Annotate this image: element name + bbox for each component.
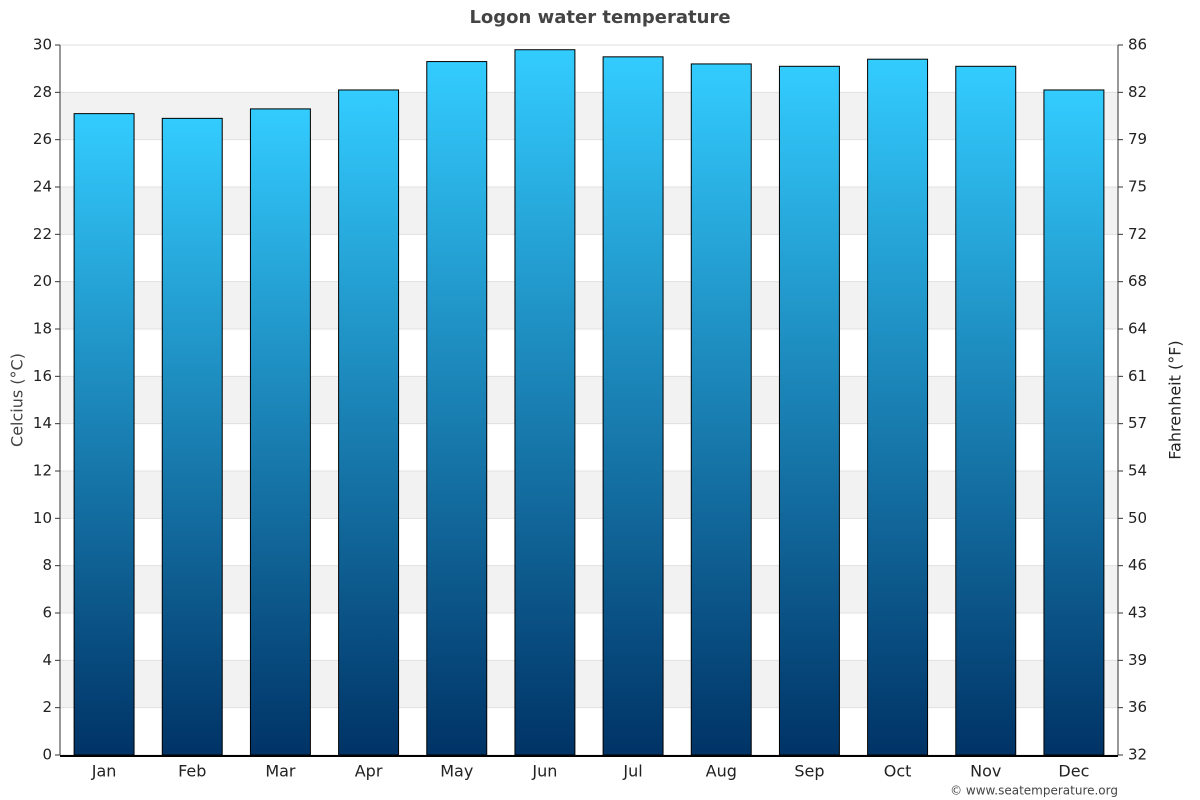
grid-band bbox=[60, 376, 1118, 424]
x-tick-label: Jul bbox=[622, 762, 642, 781]
grid-band bbox=[60, 471, 1118, 519]
credit: © www.seatemperature.org bbox=[950, 784, 1118, 798]
y2-tick-label: 50 bbox=[1128, 509, 1147, 527]
bar bbox=[602, 56, 664, 756]
x-tick-label: Jun bbox=[531, 762, 557, 781]
grid-band bbox=[60, 660, 1118, 708]
grid-band bbox=[60, 565, 1118, 613]
grid-band bbox=[60, 281, 1118, 329]
y-tick-label: 26 bbox=[33, 130, 52, 148]
y2-tick-label: 72 bbox=[1128, 225, 1147, 243]
grid-band bbox=[60, 92, 1118, 140]
y2-tick-label: 79 bbox=[1128, 130, 1147, 148]
y2-axis-label: Fahrenheit (°F) bbox=[1166, 340, 1185, 459]
y-tick-label: 16 bbox=[33, 367, 52, 385]
y2-tick-label: 64 bbox=[1128, 320, 1147, 338]
y-tick-label: 24 bbox=[33, 178, 52, 196]
bar bbox=[514, 49, 576, 756]
grid-band bbox=[60, 187, 1118, 235]
y2-tick-label: 36 bbox=[1128, 698, 1147, 716]
bar bbox=[73, 113, 135, 756]
bar bbox=[690, 63, 752, 756]
x-tick-label: Dec bbox=[1058, 762, 1089, 781]
x-tick-label: Aug bbox=[706, 762, 737, 781]
y-tick-label: 18 bbox=[33, 320, 52, 338]
y-tick-label: 4 bbox=[42, 651, 52, 669]
y2-tick-label: 54 bbox=[1128, 462, 1147, 480]
x-tick-label: Sep bbox=[794, 762, 824, 781]
y2-tick-label: 61 bbox=[1128, 367, 1147, 385]
x-tick-label: Mar bbox=[265, 762, 296, 781]
x-tick-label: Oct bbox=[884, 762, 912, 781]
y-tick-label: 10 bbox=[33, 509, 52, 527]
y2-tick-label: 86 bbox=[1128, 36, 1147, 54]
y-tick-label: 14 bbox=[33, 414, 52, 432]
y2-tick-label: 46 bbox=[1128, 556, 1147, 574]
bar bbox=[426, 61, 488, 756]
x-tick-label: Apr bbox=[355, 762, 383, 781]
y-tick-label: 0 bbox=[42, 746, 52, 764]
x-tick-label: Jan bbox=[91, 762, 117, 781]
bar bbox=[338, 89, 400, 756]
y-tick-label: 22 bbox=[33, 225, 52, 243]
bar bbox=[867, 58, 929, 756]
y2-tick-label: 68 bbox=[1128, 272, 1147, 290]
y-tick-label: 2 bbox=[42, 698, 52, 716]
y2-tick-label: 57 bbox=[1128, 414, 1147, 432]
x-tick-label: Nov bbox=[970, 762, 1001, 781]
x-tick-label: Feb bbox=[178, 762, 206, 781]
y2-tick-label: 43 bbox=[1128, 604, 1147, 622]
y2-tick-label: 82 bbox=[1128, 83, 1147, 101]
bar bbox=[1043, 89, 1105, 756]
y2-tick-label: 32 bbox=[1128, 746, 1147, 764]
y-tick-label: 28 bbox=[33, 83, 52, 101]
y-tick-label: 30 bbox=[33, 36, 52, 54]
bar bbox=[161, 117, 223, 756]
chart-title: Logon water temperature bbox=[469, 7, 730, 28]
bar bbox=[249, 108, 311, 756]
y-axis-label: Celcius (°C) bbox=[8, 353, 27, 447]
bar bbox=[955, 65, 1017, 756]
y2-tick-label: 39 bbox=[1128, 651, 1147, 669]
y-tick-label: 8 bbox=[42, 556, 52, 574]
bar bbox=[778, 65, 840, 756]
y2-tick-label: 75 bbox=[1128, 178, 1147, 196]
y-tick-label: 12 bbox=[33, 462, 52, 480]
y-tick-label: 6 bbox=[42, 604, 52, 622]
x-tick-label: May bbox=[440, 762, 473, 781]
y-tick-label: 20 bbox=[33, 272, 52, 290]
